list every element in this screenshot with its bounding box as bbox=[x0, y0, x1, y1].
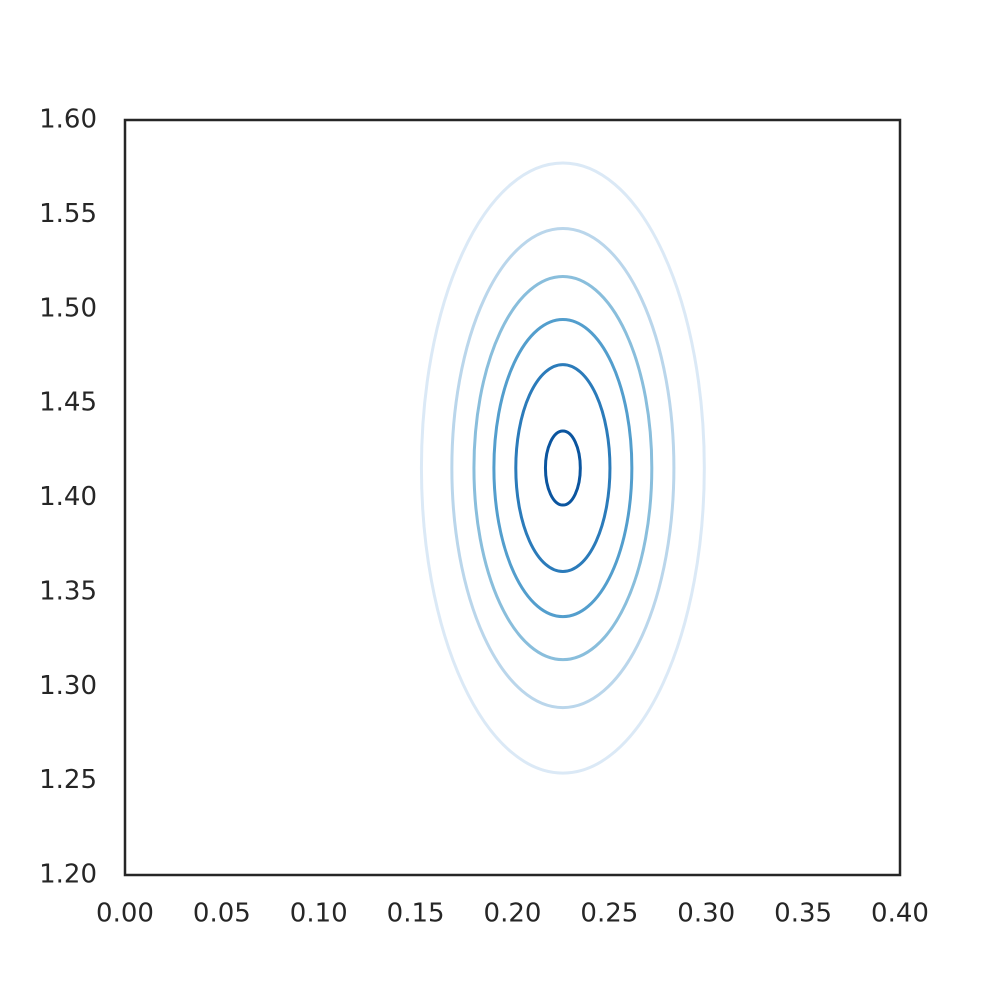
y-tick-label: 1.30 bbox=[39, 671, 97, 701]
x-tick-label: 0.10 bbox=[290, 899, 348, 929]
y-tick-label: 1.50 bbox=[39, 293, 97, 323]
y-tick-label: 1.40 bbox=[39, 482, 97, 512]
contour-line bbox=[450, 227, 676, 710]
plot-frame bbox=[123, 118, 902, 877]
y-tick-label: 1.55 bbox=[39, 199, 97, 229]
contour-line bbox=[419, 161, 706, 775]
y-tick-label: 1.60 bbox=[39, 105, 97, 135]
x-tick-label: 0.40 bbox=[871, 899, 929, 929]
y-tick-label: 1.45 bbox=[39, 388, 97, 418]
x-tick-label: 0.05 bbox=[193, 899, 251, 929]
x-tick-label: 0.30 bbox=[677, 899, 735, 929]
contour-line bbox=[492, 318, 634, 619]
x-tick-label: 0.20 bbox=[484, 899, 542, 929]
x-tick-label: 0.00 bbox=[96, 899, 154, 929]
x-tick-label: 0.35 bbox=[774, 899, 832, 929]
y-tick-label: 1.20 bbox=[39, 860, 97, 890]
plot-area bbox=[125, 120, 900, 875]
y-tick-label: 1.25 bbox=[39, 765, 97, 795]
contour-line bbox=[543, 429, 582, 507]
contour-line bbox=[472, 274, 654, 662]
contour-line bbox=[514, 363, 612, 573]
x-tick-label: 0.15 bbox=[387, 899, 445, 929]
x-tick-label: 0.25 bbox=[580, 899, 638, 929]
y-tick-label: 1.35 bbox=[39, 576, 97, 606]
